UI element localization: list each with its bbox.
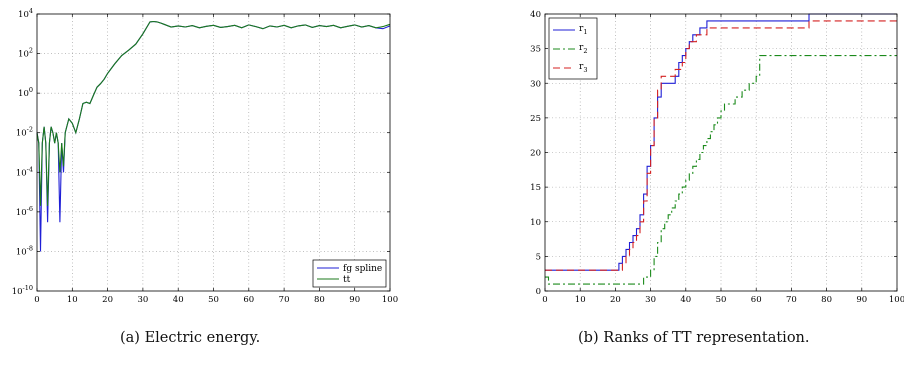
y-tick-label: 35 xyxy=(530,45,541,55)
x-tick-label: 20 xyxy=(102,295,113,305)
legend-label-fg-spline: fg spline xyxy=(343,264,382,274)
x-tick-label: 90 xyxy=(349,295,360,305)
y-tick-label: 30 xyxy=(530,79,541,89)
y-tick-label: 10 xyxy=(530,218,541,228)
x-tick-label: 80 xyxy=(314,295,325,305)
x-tick-label: 90 xyxy=(856,295,867,305)
x-tick-label: 50 xyxy=(208,295,219,305)
x-tick-label: 40 xyxy=(680,295,691,305)
legend-box xyxy=(312,259,387,288)
x-tick-label: 100 xyxy=(382,295,398,305)
panel-b-ranks-chart: 0 10 20 30 40 50 60 70 80 90 100 0 5 10 15 20 25 30 35 40 r1… xyxy=(530,10,904,305)
caption-a: (a) Electric energy. xyxy=(120,330,260,346)
x-tick-label: 50 xyxy=(716,295,727,305)
y-tick-label: 5 xyxy=(536,252,541,262)
legend-label-r2: r2 xyxy=(579,43,587,55)
caption-b-text: Ranks of TT representation. xyxy=(603,330,810,346)
x-tick-label: 70 xyxy=(786,295,797,305)
y-tick-label: 20 xyxy=(530,149,541,159)
legend-label-r3: r3 xyxy=(579,62,587,74)
x-tick-label: 60 xyxy=(243,295,254,305)
x-tick-label: 10 xyxy=(575,295,586,305)
y-tick-label: 10-8 xyxy=(16,244,33,257)
series-line-r1 xyxy=(545,13,897,271)
y-tick-label: 102 xyxy=(18,47,33,60)
caption-b: (b) Ranks of TT representation. xyxy=(578,330,810,346)
series-line-tt xyxy=(36,20,391,206)
x-tick-label: 60 xyxy=(751,295,762,305)
x-tick-label: 80 xyxy=(821,295,832,305)
x-tick-label: 0 xyxy=(34,295,39,305)
caption-a-label: (a) xyxy=(120,330,140,346)
y-tick-label: 100 xyxy=(18,86,33,99)
series-line-fg-spline xyxy=(36,20,391,252)
y-tick-label: 0 xyxy=(536,287,541,297)
y-tick-label: 25 xyxy=(530,114,541,124)
panel-a-energy-chart: 0 10 20 30 40 50 60 70 80 90 100 10-10 10-8 10-6 10-4 1… xyxy=(12,7,398,305)
x-tick-label: 40 xyxy=(173,295,184,305)
series-line-r3 xyxy=(545,20,897,271)
x-tick-label: 30 xyxy=(137,295,148,305)
y-tick-label: 10-10 xyxy=(12,284,33,297)
x-tick-label: 20 xyxy=(610,295,621,305)
x-tick-label: 0 xyxy=(542,295,547,305)
caption-b-label: (b) xyxy=(578,330,599,346)
legend-label-r1: r1 xyxy=(579,24,587,36)
x-tick-label: 70 xyxy=(279,295,290,305)
x-tick-label: 100 xyxy=(889,295,904,305)
x-tick-label: 10 xyxy=(67,295,78,305)
y-tick-label: 10-4 xyxy=(16,165,33,178)
legend-label-tt: tt xyxy=(343,275,351,285)
series-line-r2 xyxy=(545,55,897,285)
caption-a-text: Electric energy. xyxy=(144,330,261,346)
y-tick-label: 15 xyxy=(530,183,541,193)
y-tick-label: 10-2 xyxy=(16,126,33,139)
x-tick-label: 30 xyxy=(645,295,656,305)
y-tick-label: 104 xyxy=(18,7,33,20)
y-tick-label: 40 xyxy=(530,10,541,20)
y-tick-label: 10-6 xyxy=(16,205,33,218)
